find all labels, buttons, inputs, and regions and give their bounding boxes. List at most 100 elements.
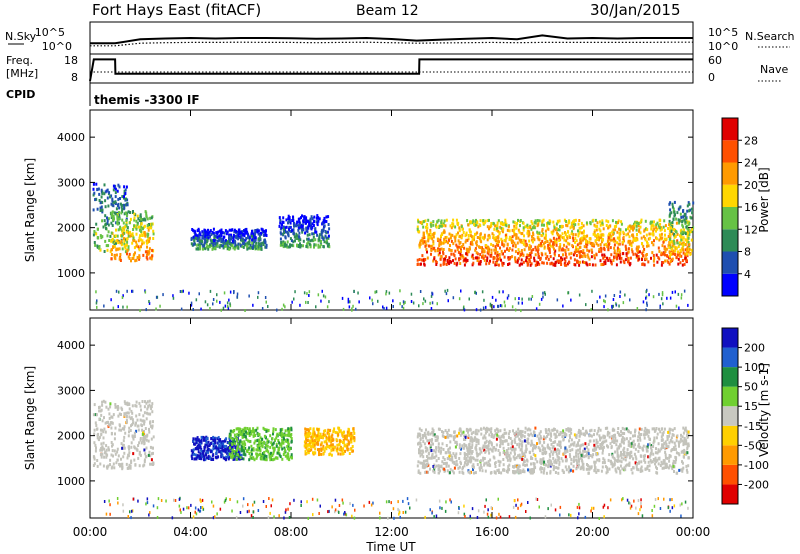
data-cell: [101, 219, 104, 223]
data-cell: [278, 432, 281, 436]
data-cell: [659, 228, 662, 232]
data-cell: [619, 295, 621, 298]
data-cell: [427, 239, 430, 243]
data-cell: [283, 451, 286, 454]
data-cell: [467, 234, 470, 237]
data-cell: [146, 245, 148, 249]
data-cell: [230, 228, 233, 232]
data-cell: [323, 224, 326, 228]
data-cell: [683, 289, 686, 293]
data-cell: [225, 444, 228, 448]
data-cell: [99, 428, 102, 432]
data-cell: [346, 430, 349, 434]
data-cell: [607, 247, 610, 251]
data-cell: [458, 431, 460, 435]
data-cell: [222, 237, 225, 241]
data-cell: [424, 299, 427, 303]
data-cell: [257, 295, 259, 299]
data-cell: [113, 449, 116, 453]
data-cell: [486, 238, 489, 242]
data-cell: [95, 182, 98, 186]
data-cell: [124, 192, 127, 195]
data-cell: [338, 427, 341, 431]
data-cell: [541, 219, 544, 223]
data-cell: [142, 218, 145, 222]
data-cell: [120, 442, 123, 446]
data-cell: [265, 454, 268, 458]
data-cell: [645, 449, 648, 453]
data-cell: [113, 254, 116, 258]
data-cell: [658, 238, 661, 242]
data-cell: [422, 231, 425, 235]
data-cell: [246, 450, 249, 453]
data-cell: [272, 430, 275, 434]
data-cell: [522, 238, 525, 242]
data-cell: [209, 229, 212, 233]
data-cell: [138, 464, 141, 468]
data-cell: [123, 228, 126, 232]
data-cell: [293, 224, 295, 228]
data-cell: [148, 239, 151, 243]
data-cell: [105, 455, 108, 459]
data-cell: [211, 454, 214, 458]
data-cell: [202, 231, 205, 235]
data-cell: [635, 247, 638, 251]
data-cell: [236, 292, 239, 296]
data-cell: [355, 307, 357, 311]
data-cell: [632, 238, 635, 242]
data-cell: [328, 438, 331, 442]
data-cell: [647, 237, 650, 241]
data-cell: [481, 246, 483, 250]
data-cell: [142, 464, 145, 468]
data-cell: [260, 455, 263, 459]
data-cell: [317, 436, 320, 440]
data-cell: [512, 229, 515, 233]
data-cell: [110, 211, 113, 215]
data-cell: [146, 234, 149, 238]
data-cell: [135, 421, 137, 425]
data-cell: [147, 412, 150, 416]
data-cell: [637, 229, 640, 233]
data-cell: [452, 218, 455, 222]
data-cell: [534, 444, 537, 448]
data-cell: [99, 453, 102, 457]
data-cell: [135, 400, 138, 404]
data-cell: [523, 234, 525, 238]
data-cell: [351, 436, 354, 440]
data-cell: [237, 242, 240, 246]
data-cell: [497, 219, 500, 223]
data-cell: [254, 244, 257, 248]
data-cell: [328, 227, 331, 231]
data-cell: [93, 428, 96, 432]
data-cell: [536, 250, 539, 254]
data-cell: [426, 226, 429, 230]
data-cell: [92, 413, 95, 417]
data-cell: [450, 233, 453, 237]
data-cell: [526, 261, 529, 264]
data-cell: [231, 443, 234, 446]
data-cell: [524, 239, 527, 243]
data-cell: [383, 307, 385, 311]
data-cell: [108, 423, 111, 427]
data-cell: [639, 231, 642, 235]
data-cell: [151, 254, 154, 258]
data-cell: [106, 216, 108, 220]
data-cell: [113, 245, 116, 248]
data-cell: [287, 431, 290, 435]
data-cell: [150, 257, 153, 261]
data-cell: [312, 435, 315, 439]
data-cell: [470, 255, 473, 259]
data-cell: [657, 224, 660, 228]
data-cell: [464, 438, 467, 441]
data-cell: [581, 225, 583, 229]
data-cell: [449, 454, 452, 458]
data-cell: [479, 459, 482, 463]
data-cell: [486, 259, 489, 263]
data-cell: [454, 249, 457, 253]
data-cell: [315, 220, 318, 224]
data-cell: [485, 305, 487, 309]
data-cell: [127, 466, 130, 470]
data-cell: [281, 242, 284, 246]
data-cell: [127, 445, 130, 449]
data-cell: [319, 443, 322, 447]
